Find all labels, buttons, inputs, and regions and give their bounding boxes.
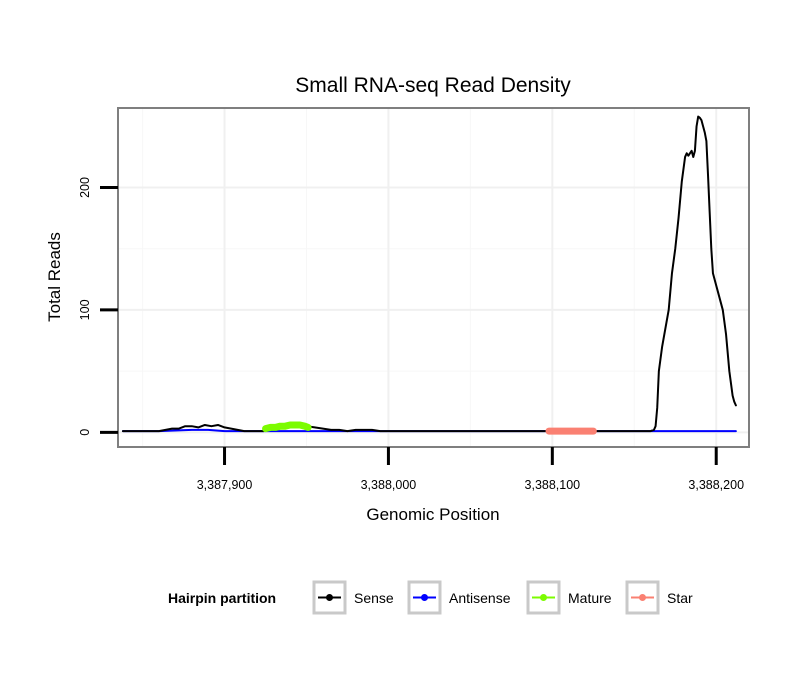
- legend-item-star: Star: [625, 580, 693, 615]
- y-tick-label: 100: [78, 299, 92, 320]
- legend-label: Antisense: [449, 590, 511, 606]
- legend-item-antisense: Antisense: [407, 580, 511, 615]
- plot-panel: [118, 108, 749, 447]
- legend-label: Star: [667, 590, 693, 606]
- legend-key-dot: [639, 594, 646, 601]
- legend-key-dot: [326, 594, 333, 601]
- series-layer: [121, 115, 737, 435]
- legend-item-sense: Sense: [312, 580, 394, 615]
- legend-key-dot: [540, 594, 547, 601]
- y-tick-label: 0: [78, 429, 92, 436]
- legend-label: Sense: [354, 590, 394, 606]
- plot-border: [117, 107, 750, 448]
- series-line-sense: [121, 115, 737, 433]
- x-tick-label: 3,388,100: [525, 478, 581, 492]
- y-axis-title: Total Reads: [45, 232, 64, 322]
- x-tick-label: 3,388,200: [688, 478, 744, 492]
- chart-title: Small RNA-seq Read Density: [295, 74, 571, 97]
- legend: Hairpin partition Sense Antisense Mature St…: [168, 580, 693, 615]
- legend-title: Hairpin partition: [168, 590, 276, 606]
- x-tick-label: 3,387,900: [197, 478, 253, 492]
- gridlines: [118, 108, 749, 447]
- legend-label: Mature: [568, 590, 612, 606]
- series-line-mature: [262, 421, 312, 433]
- legend-key-dot: [421, 594, 428, 601]
- x-tick-label: 3,388,000: [361, 478, 417, 492]
- x-axis-title: Genomic Position: [366, 505, 499, 524]
- legend-item-mature: Mature: [526, 580, 612, 615]
- y-tick-label: 200: [78, 177, 92, 198]
- x-axis: 3,387,900 3,388,000 3,388,100 3,388,200: [197, 447, 744, 492]
- y-axis: 0 100 200: [78, 177, 118, 436]
